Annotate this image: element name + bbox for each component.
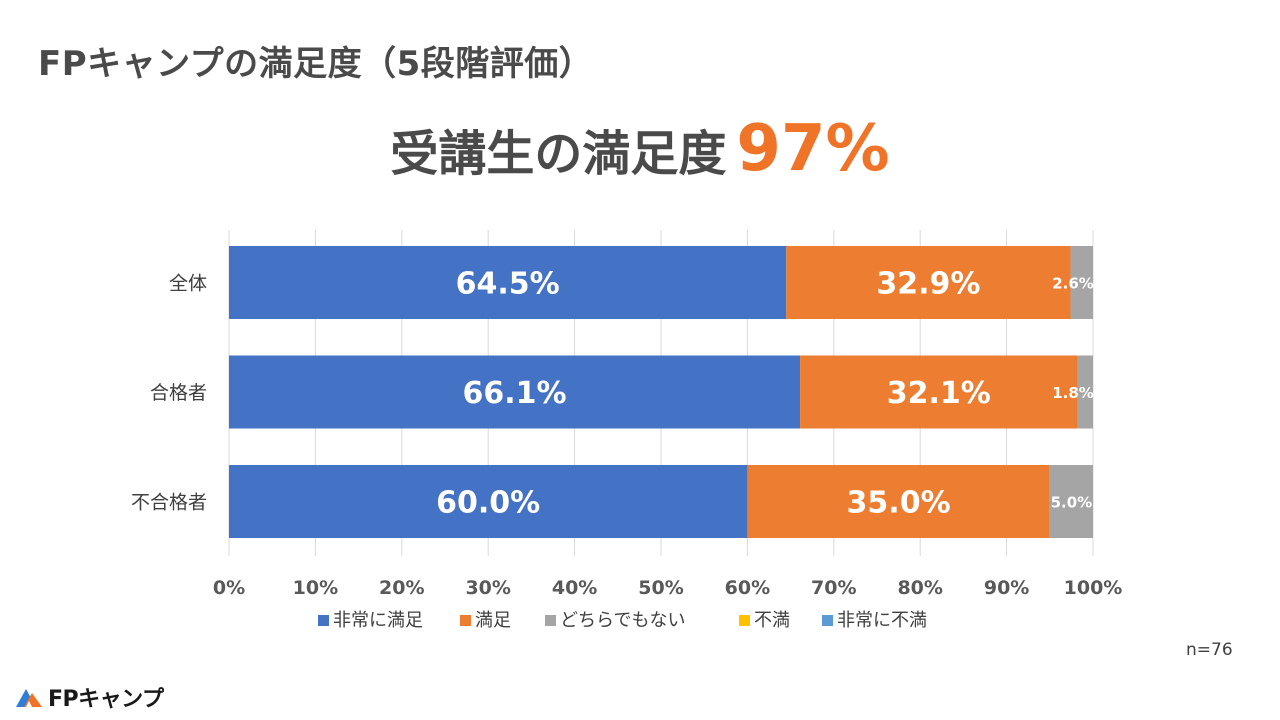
bar-segment bbox=[786, 246, 1071, 319]
x-tick-label: 100% bbox=[1064, 577, 1123, 599]
x-tick-label: 60% bbox=[725, 577, 770, 599]
x-tick-label: 0% bbox=[213, 577, 245, 599]
legend-label: 非常に不満 bbox=[837, 610, 927, 631]
legend-label: どちらでもない bbox=[560, 610, 685, 631]
fpcamp-logo: FPキャンプ bbox=[14, 680, 164, 714]
legend-label: 非常に満足 bbox=[333, 610, 423, 631]
bar-segment bbox=[229, 465, 748, 538]
bar-segment bbox=[229, 246, 787, 319]
data-label: 60.0% bbox=[436, 486, 540, 521]
data-label: 2.6% bbox=[1052, 275, 1094, 293]
legend-swatch bbox=[739, 615, 750, 626]
headline-value: 97% bbox=[736, 112, 890, 186]
category-label: 合格者 bbox=[150, 382, 207, 404]
data-label: 35.0% bbox=[847, 486, 951, 521]
sample-size-label: n=76 bbox=[1186, 640, 1233, 660]
x-tick-label: 40% bbox=[552, 577, 597, 599]
data-label: 32.1% bbox=[887, 376, 991, 411]
x-tick-label: 70% bbox=[811, 577, 856, 599]
x-tick-label: 20% bbox=[379, 577, 424, 599]
x-tick-label: 10% bbox=[293, 577, 338, 599]
satisfaction-headline: 受講生の満足度 97% bbox=[0, 112, 1280, 186]
bar-segment bbox=[800, 355, 1078, 429]
x-tick-label: 50% bbox=[638, 577, 683, 599]
page-title: FPキャンプの満足度（5段階評価） bbox=[38, 44, 594, 84]
category-label: 全体 bbox=[169, 273, 207, 295]
headline-text: 受講生の満足度 bbox=[390, 126, 727, 182]
bar-segment bbox=[229, 355, 801, 429]
data-label: 32.9% bbox=[876, 267, 980, 302]
legend-label: 満足 bbox=[475, 610, 511, 631]
satisfaction-stacked-bar-chart: 0% 10% 20% 30% 40% 50% 60% 70% 80% 90% 100% 全体 64.5%… bbox=[131, 230, 1123, 631]
x-tick-label: 90% bbox=[984, 577, 1029, 599]
bar-segment bbox=[747, 465, 1050, 538]
legend-label: 不満 bbox=[754, 610, 790, 631]
x-tick-label: 30% bbox=[465, 577, 510, 599]
bar-segment bbox=[1077, 355, 1093, 429]
logo-text: FPキャンプ bbox=[48, 687, 164, 712]
legend-swatch bbox=[460, 615, 471, 626]
tent-logo-icon bbox=[16, 689, 42, 707]
data-label: 5.0% bbox=[1051, 494, 1093, 512]
legend-swatch bbox=[318, 615, 329, 626]
bar-segment bbox=[1070, 246, 1093, 319]
data-label: 66.1% bbox=[463, 376, 567, 411]
x-tick-label: 80% bbox=[897, 577, 942, 599]
legend-swatch bbox=[822, 615, 833, 626]
data-label: 1.8% bbox=[1052, 384, 1094, 402]
legend-swatch bbox=[545, 615, 556, 626]
data-label: 64.5% bbox=[456, 267, 560, 302]
category-label: 不合格者 bbox=[131, 492, 207, 514]
bar-segment bbox=[1049, 465, 1093, 538]
